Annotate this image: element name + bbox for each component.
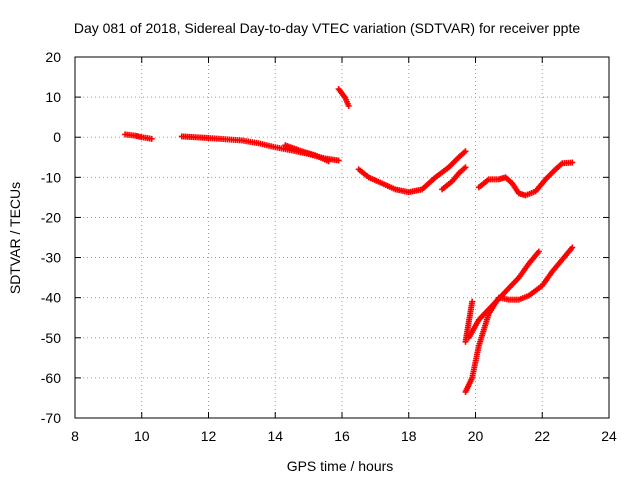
- y-tick-label: -10: [41, 169, 61, 185]
- data-point: [345, 102, 352, 109]
- x-tick-label: 20: [468, 428, 484, 444]
- data-points: [122, 86, 576, 395]
- data-point: [535, 248, 542, 255]
- y-tick-label: -70: [41, 410, 61, 426]
- data-point: [469, 298, 476, 305]
- x-tick-label: 24: [601, 428, 617, 444]
- data-point: [569, 159, 576, 166]
- data-point: [462, 148, 469, 155]
- axes: 8 10 12 14 16 18 20 22 24 20 10 0 -10 -20 -30 -40 -50 -60…: [41, 49, 617, 444]
- data-point: [335, 157, 342, 164]
- y-tick-label: 20: [45, 49, 61, 65]
- y-tick-label: 10: [45, 89, 61, 105]
- y-tick-label: 0: [53, 129, 61, 145]
- data-point: [325, 158, 332, 165]
- x-tick-label: 10: [134, 428, 150, 444]
- y-tick-label: -50: [41, 330, 61, 346]
- x-tick-label: 12: [201, 428, 217, 444]
- x-tick-label: 16: [334, 428, 350, 444]
- y-tick-label: -40: [41, 290, 61, 306]
- x-axis-label: GPS time / hours: [287, 458, 394, 474]
- y-tick-label: -30: [41, 250, 61, 266]
- y-tick-label: -60: [41, 370, 61, 386]
- x-tick-label: 18: [401, 428, 417, 444]
- data-point: [569, 244, 576, 251]
- y-axis-label: SDTVAR / TECUs: [7, 182, 23, 294]
- grid: [75, 57, 609, 418]
- x-tick-label: 8: [71, 428, 79, 444]
- chart-title: Day 081 of 2018, Sidereal Day-to-day VTE…: [74, 20, 581, 36]
- x-tick-label: 14: [267, 428, 283, 444]
- y-tick-label: -20: [41, 209, 61, 225]
- data-point: [148, 135, 155, 142]
- x-tick-label: 22: [534, 428, 550, 444]
- data-point: [462, 164, 469, 171]
